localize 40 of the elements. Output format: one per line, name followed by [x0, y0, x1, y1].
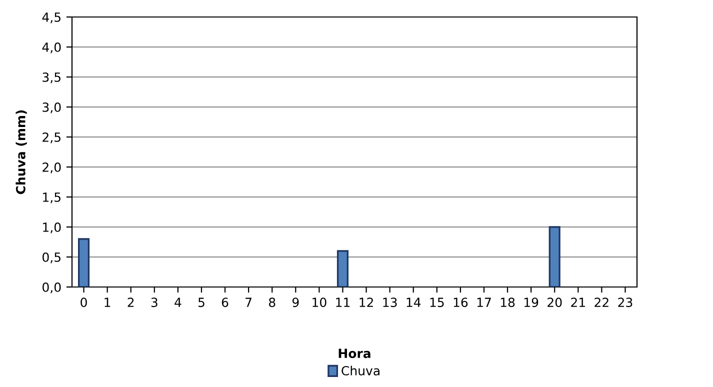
x-tick-label: 0	[80, 298, 87, 308]
x-tick-label: 19	[524, 298, 538, 308]
y-tick-label: 0,5	[42, 252, 60, 264]
x-tick-label: 2	[128, 298, 134, 307]
x-tick-label: 17	[477, 298, 491, 307]
y-tick-label: 1,0	[43, 222, 61, 234]
bar	[548, 226, 560, 287]
y-tick-label: 4,0	[42, 42, 61, 54]
x-tick-label: 4	[174, 298, 182, 307]
x-tick-label: 9	[292, 298, 299, 308]
x-tick-label: 8	[268, 298, 276, 308]
x-tick-label: 23	[618, 298, 632, 308]
x-tick-label: 16	[454, 298, 468, 308]
x-axis-title: Hora	[338, 348, 370, 358]
y-tick-label: 2,5	[42, 132, 60, 144]
y-tick-label: 3,0	[42, 102, 61, 114]
x-tick-label: 22	[594, 298, 608, 307]
x-tick-label: 15	[430, 298, 444, 308]
x-tick-label: 12	[360, 298, 373, 307]
y-axis-title: Chuva (mm)	[16, 110, 27, 194]
x-tick-label: 1	[104, 298, 110, 307]
x-tick-label: 20	[548, 298, 562, 308]
x-tick-label: 14	[406, 298, 421, 307]
x-tick-label: 18	[500, 298, 515, 308]
x-tick-label: 21	[571, 298, 585, 307]
x-tick-label: 7	[246, 298, 252, 307]
x-tick-label: 6	[222, 298, 228, 308]
x-tick-label: 13	[383, 298, 397, 308]
bar	[336, 250, 349, 287]
legend-label: Chuva	[342, 366, 380, 376]
y-tick-label: 4,5	[42, 12, 60, 24]
x-tick-label: 10	[312, 298, 326, 308]
y-tick-label: 2,0	[42, 162, 61, 174]
x-tick-label: 5	[198, 298, 204, 308]
x-tick-label: 11	[336, 298, 350, 307]
y-tick-label: 1,5	[43, 192, 60, 204]
x-tick-label: 3	[151, 298, 158, 308]
bar	[78, 238, 90, 287]
y-tick-label: 3,5	[42, 72, 60, 84]
y-tick-label: 0,0	[42, 282, 61, 294]
